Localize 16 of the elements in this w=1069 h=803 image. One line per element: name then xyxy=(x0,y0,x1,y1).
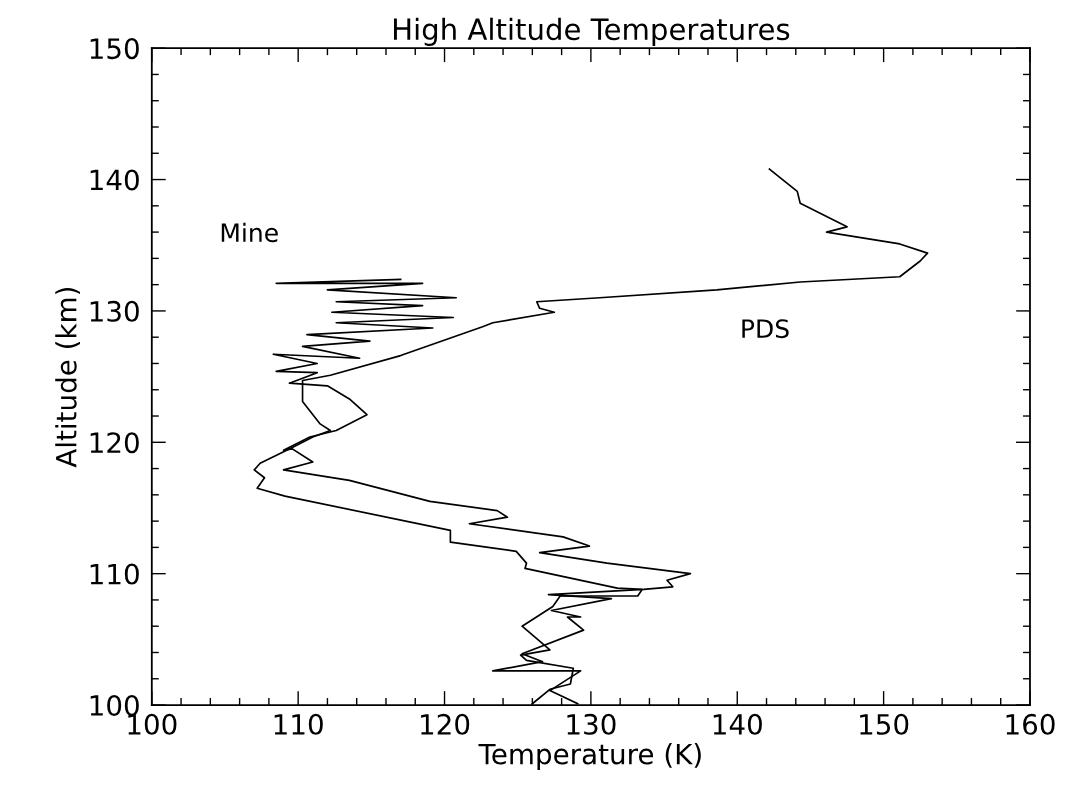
x-tick-label: 130 xyxy=(567,713,616,735)
x-tick-label: 150 xyxy=(860,713,909,735)
y-tick-label: 130 xyxy=(90,300,139,322)
x-tick-label: 120 xyxy=(421,713,470,735)
y-tick-label: 150 xyxy=(90,38,139,60)
y-axis-title: Altitude (km) xyxy=(55,287,80,468)
series-label: Mine xyxy=(221,222,278,243)
y-tick-label: 120 xyxy=(90,432,139,454)
x-tick-label: 110 xyxy=(274,713,323,735)
y-tick-label: 140 xyxy=(90,169,139,191)
x-tick-label: 160 xyxy=(1006,713,1055,735)
x-tick-label: 140 xyxy=(713,713,762,735)
y-tick-label: 110 xyxy=(90,563,139,585)
chart-title: High Altitude Temperatures xyxy=(394,17,790,46)
x-axis-title: Temperature (K) xyxy=(478,743,701,770)
series-label: PDS xyxy=(742,319,789,339)
